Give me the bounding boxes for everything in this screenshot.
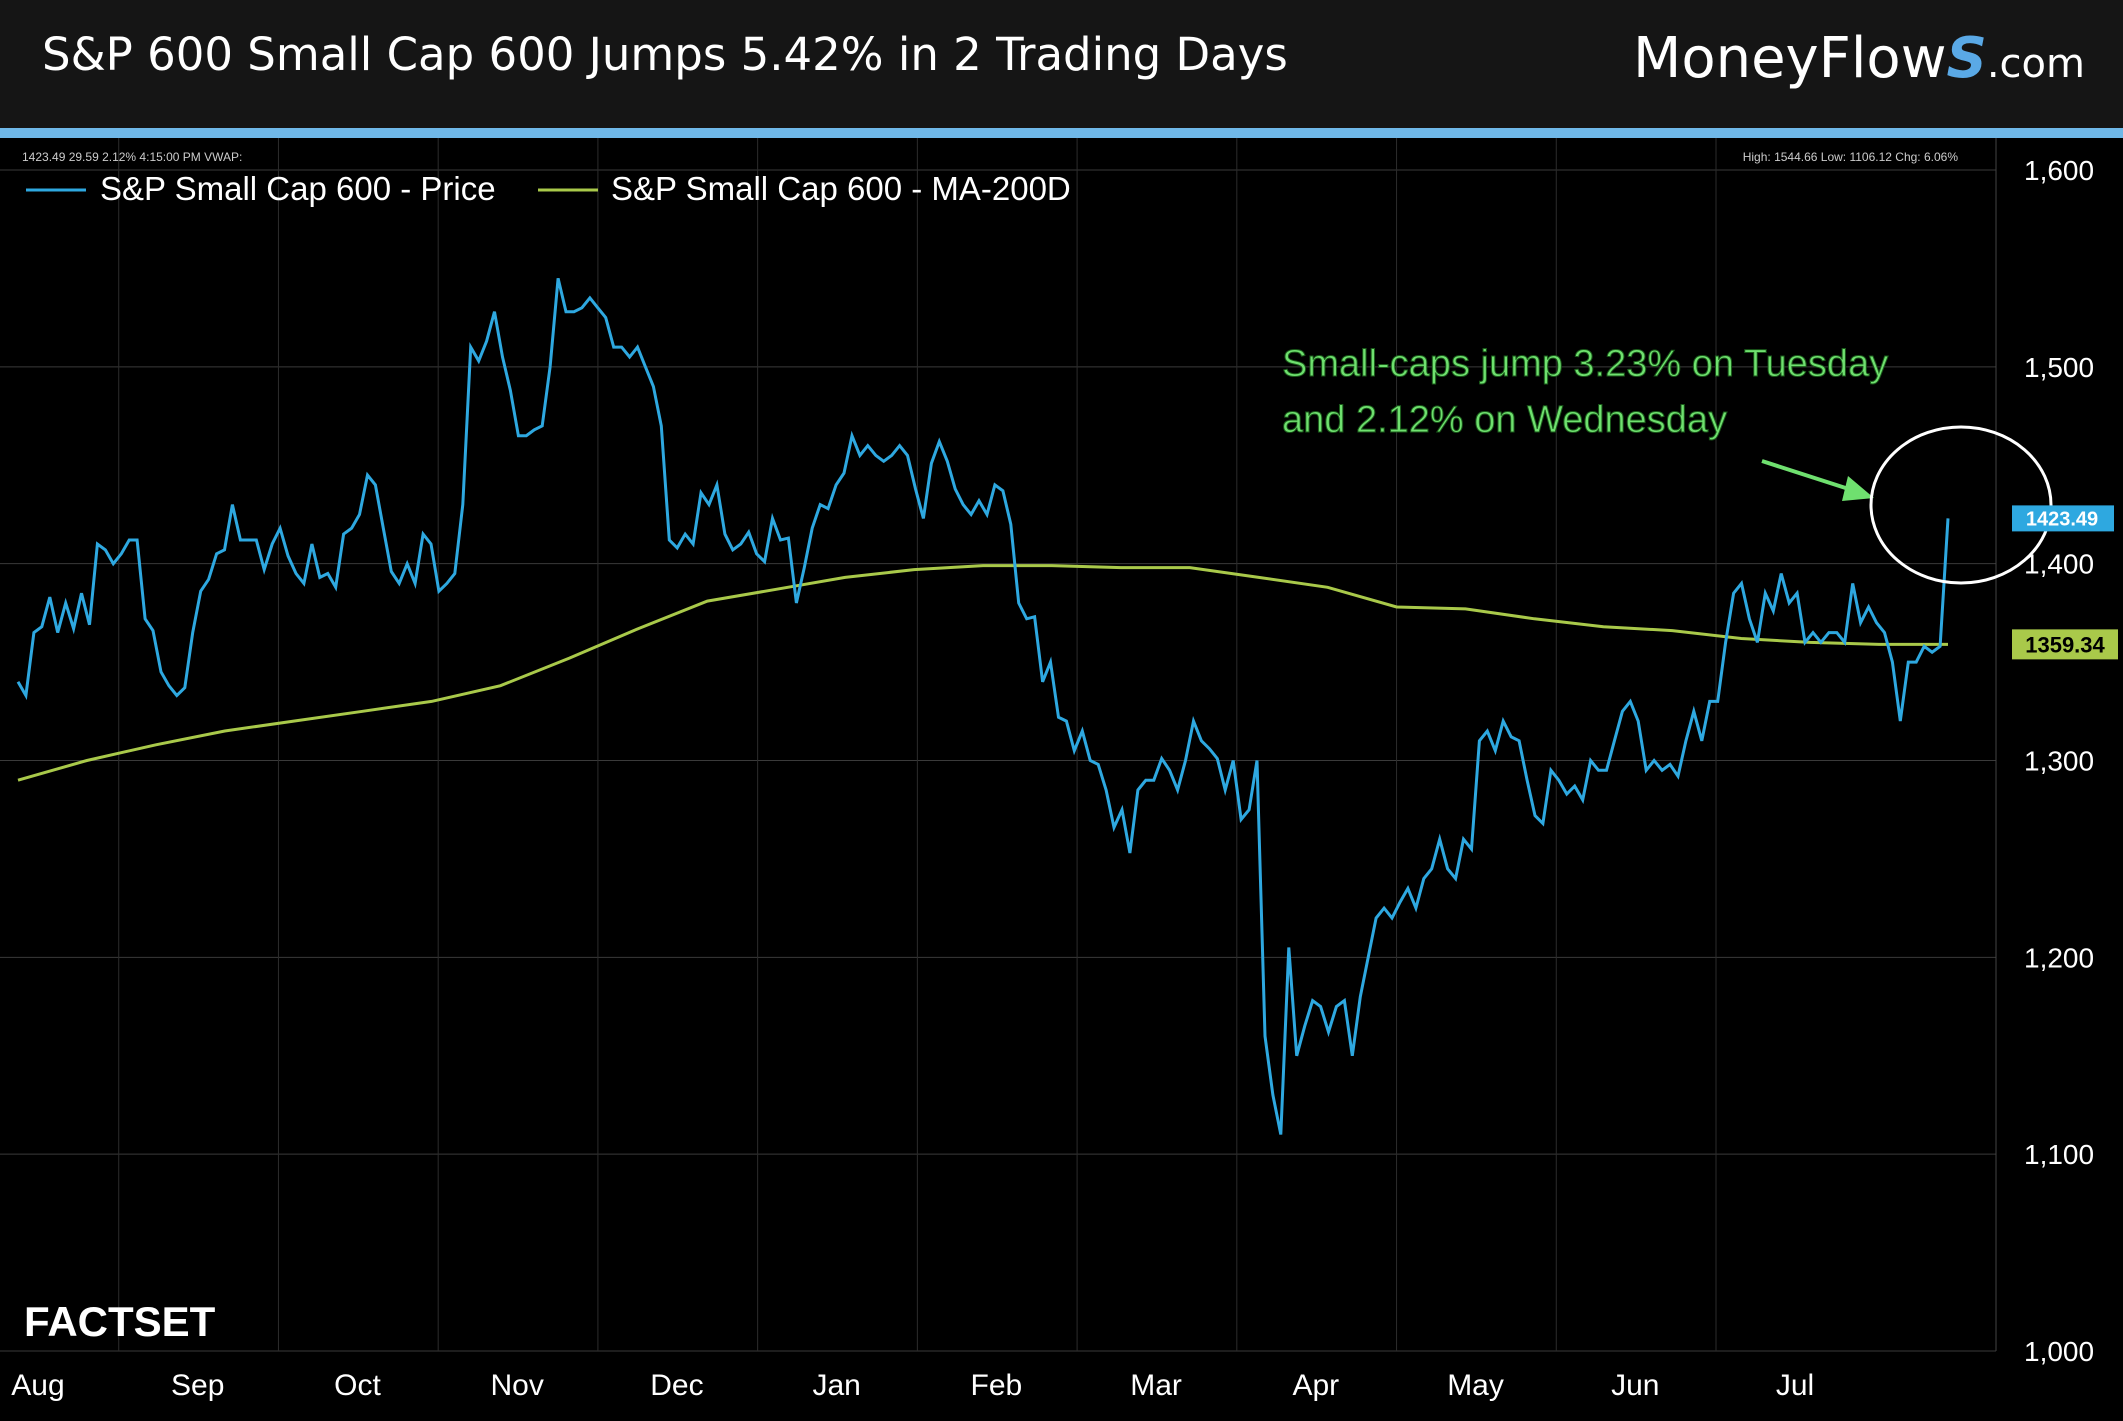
x-tick-label: Nov (491, 1369, 544, 1402)
x-tick-label: Jul (1776, 1369, 1814, 1402)
x-tick-label: Apr (1292, 1369, 1339, 1402)
brand-logo: MoneyFlowS.com (1633, 26, 2085, 91)
legend-ma-label: S&P Small Cap 600 - MA-200D (611, 170, 1071, 207)
annotation: Small-caps jump 3.23% on Tuesday and 2.1… (1282, 343, 2053, 585)
x-tick-label: May (1447, 1369, 1504, 1402)
page-title: S&P 600 Small Cap 600 Jumps 5.42% in 2 T… (42, 28, 1288, 81)
brand-s: S (1946, 26, 1987, 91)
x-tick-label: Jun (1611, 1369, 1659, 1402)
y-axis-ticks: 1,000 1,100 1,200 1,300 1,400 1,500 1,600 (2024, 155, 2094, 1367)
price-last-label: 1423.49 (2026, 508, 2098, 530)
factset-logo: FACTSET (24, 1298, 216, 1345)
y-tick-label: 1,500 (2024, 352, 2094, 383)
y-tick-label: 1,400 (2024, 549, 2094, 580)
price-line (16, 277, 1950, 1135)
info-left: 1423.49 29.59 2.12% 4:15:00 PM VWAP: (22, 150, 242, 164)
x-tick-label: Jan (812, 1369, 860, 1402)
x-tick-label: Sep (171, 1369, 224, 1402)
price-chart: 1423.49 29.59 2.12% 4:15:00 PM VWAP: Hig… (0, 138, 2123, 1421)
annotation-circle (1869, 425, 2053, 585)
header-accent-band (0, 128, 2123, 138)
info-right: High: 1544.66 Low: 1106.12 Chg: 6.06% (1743, 150, 1959, 164)
brand-suffix: .com (1986, 41, 2085, 87)
header-bar: S&P 600 Small Cap 600 Jumps 5.42% in 2 T… (0, 0, 2123, 128)
annotation-line2: and 2.12% on Wednesday (1282, 399, 1727, 441)
annotation-arrow-shaft (1761, 459, 1859, 494)
annotation-arrowhead (1842, 476, 1874, 501)
chart-background (0, 138, 2123, 1421)
y-tick-label: 1,600 (2024, 155, 2094, 186)
ma-last-tag (2012, 629, 2118, 660)
x-tick-label: Dec (650, 1369, 703, 1402)
x-tick-label: Aug (11, 1369, 64, 1402)
x-tick-label: Oct (334, 1369, 381, 1402)
legend-price-label: S&P Small Cap 600 - Price (100, 170, 496, 207)
y-tick-label: 1,100 (2024, 1139, 2094, 1170)
last-value-labels: 1423.49 1359.34 (2012, 505, 2118, 660)
price-last-tag (2012, 505, 2114, 532)
ma-last-label: 1359.34 (2025, 632, 2105, 657)
y-tick-label: 1,000 (2024, 1336, 2094, 1367)
ma-200d-line (17, 564, 1948, 782)
x-tick-label: Feb (971, 1369, 1023, 1402)
brand-main: MoneyFlow (1633, 26, 1947, 91)
annotation-line1: Small-caps jump 3.23% on Tuesday (1282, 343, 1888, 385)
y-tick-label: 1,200 (2024, 942, 2094, 973)
y-tick-label: 1,300 (2024, 746, 2094, 777)
x-axis-ticks: Aug Sep Oct Nov Dec Jan Feb Mar Apr May Jun Jul (11, 1369, 1814, 1402)
x-tick-label: Mar (1130, 1369, 1182, 1402)
